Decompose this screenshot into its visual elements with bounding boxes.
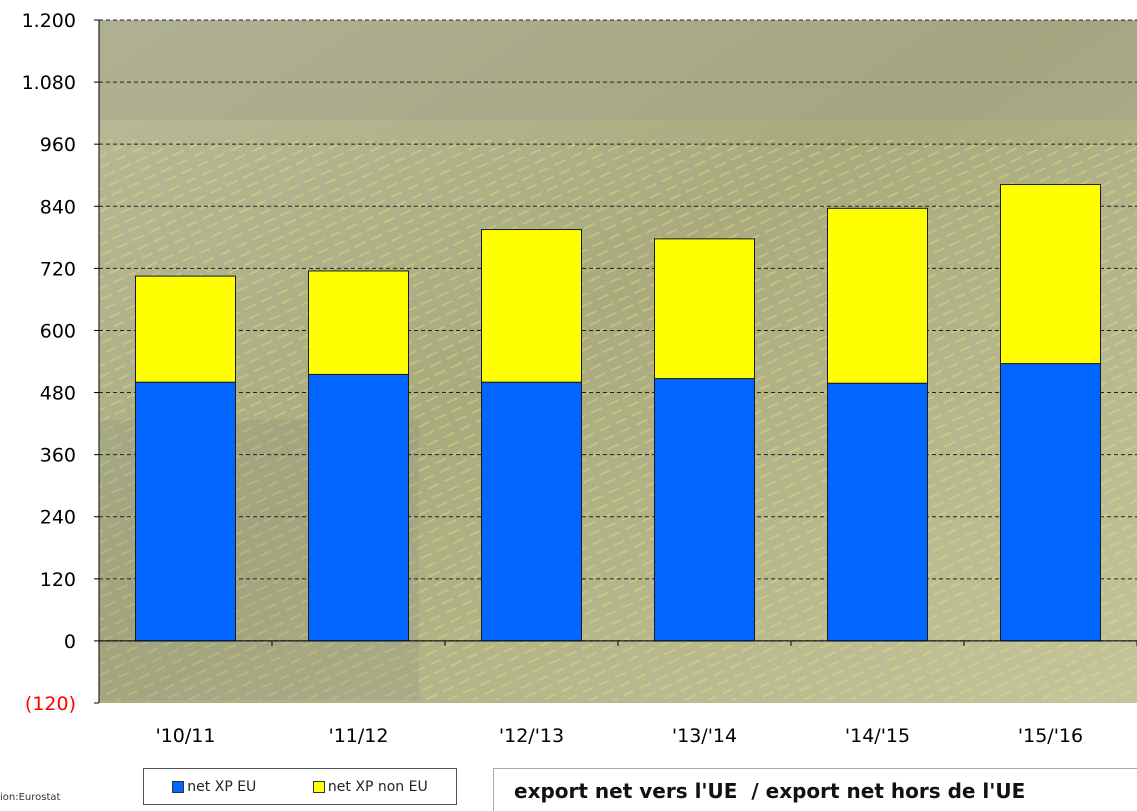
bar-net-xp-eu xyxy=(827,382,928,642)
legend-item-eu: net XP EU xyxy=(172,779,256,795)
y-tick-labels: (120) 0 120 240 360 480 600 720 840 960 1.080 1.200 xyxy=(22,10,76,715)
y-tick-label: 840 xyxy=(40,196,76,218)
y-tick-label: (120) xyxy=(25,693,76,715)
bar-net-xp-eu xyxy=(481,381,582,642)
y-tick-label: 240 xyxy=(40,507,76,529)
y-tick-label: 1.080 xyxy=(22,72,76,94)
grid-lines xyxy=(99,19,1137,642)
plot-background xyxy=(99,20,1137,703)
x-tick-label: '10/11 xyxy=(156,725,216,747)
bar-net-xp-non-eu xyxy=(827,207,928,384)
y-tick-label: 600 xyxy=(40,320,76,342)
y-tick-label: 120 xyxy=(40,569,76,591)
source-note: ion:Eurostat xyxy=(0,792,61,803)
bar-net-xp-eu xyxy=(135,381,236,642)
y-tick-label: 480 xyxy=(40,383,76,405)
legend: net XP EU net XP non EU xyxy=(143,768,457,805)
y-tick-label: 1.200 xyxy=(22,10,76,32)
legend-label-eu: net XP EU xyxy=(187,778,257,795)
x-tick-label: '12/'13 xyxy=(499,725,564,747)
legend-item-non-eu: net XP non EU xyxy=(312,778,428,795)
legend-swatch-non-eu xyxy=(312,780,325,793)
x-tick-label: '11/12 xyxy=(329,725,389,747)
x-tick-labels: '10/11 '11/12 '12/'13 '13/'14 '14/'15 '15/'16 xyxy=(156,725,1084,747)
bar-net-xp-eu xyxy=(654,378,755,642)
y-tick-label: 0 xyxy=(64,631,76,653)
legend-label-non-eu: net XP non EU xyxy=(327,778,428,795)
y-tick-label: 720 xyxy=(40,258,76,280)
y-tick-label: 960 xyxy=(40,134,76,156)
bar-net-xp-non-eu xyxy=(481,229,582,383)
bar-net-xp-eu xyxy=(1000,363,1101,642)
chart-area: (120) 0 120 240 360 480 600 720 840 960 1.080 1.200… xyxy=(22,10,1137,747)
bar-net-xp-non-eu xyxy=(135,275,236,383)
x-tick-label: '13/'14 xyxy=(672,725,737,747)
bar-net-xp-non-eu xyxy=(1000,184,1101,365)
bar-net-xp-non-eu xyxy=(654,238,755,380)
axes xyxy=(94,19,1137,704)
bar-net-xp-eu xyxy=(308,373,409,642)
bar-net-xp-non-eu xyxy=(308,270,409,375)
x-tick-label: '15/'16 xyxy=(1018,725,1083,747)
bars xyxy=(135,184,1101,642)
y-tick-label: 360 xyxy=(40,445,76,467)
legend-swatch-eu xyxy=(172,780,185,793)
chart-caption: export net vers l'UE / export net hors d… xyxy=(493,768,1137,811)
x-tick-label: '14/'15 xyxy=(845,725,910,747)
